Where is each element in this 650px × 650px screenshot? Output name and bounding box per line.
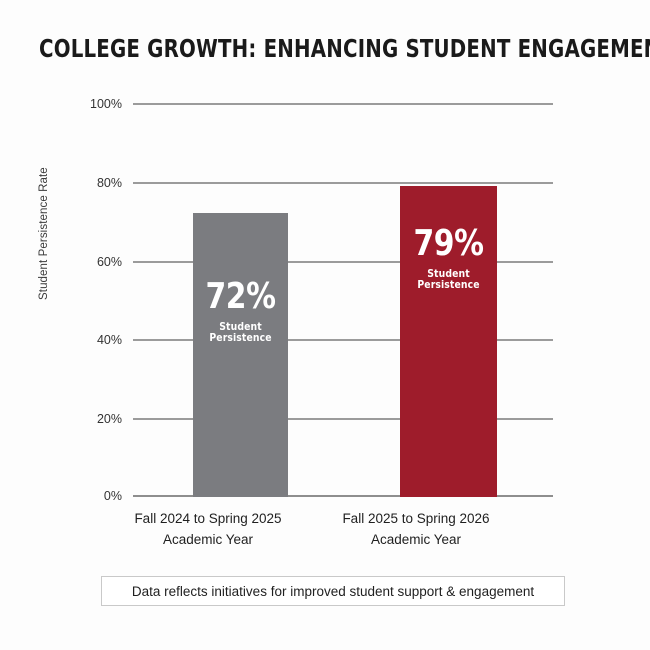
y-tick-label-40: 40% [96, 333, 122, 348]
bar-fall-2024-spring-2025[interactable]: 72% Student Persistence [193, 213, 288, 497]
x-category-label-1: Fall 2024 to Spring 2025 Academic Year [130, 509, 286, 551]
axis-baseline [133, 495, 553, 497]
bar-sublabel: Student Persistence [417, 266, 480, 291]
x-category-line2: Academic Year [162, 531, 254, 547]
footnote-text: Data reflects initiatives for improved s… [131, 583, 535, 599]
y-tick-label-20: 20% [96, 411, 122, 426]
gridline-20 [133, 418, 553, 421]
bar-value-label: 79% [413, 222, 484, 264]
y-tick-label-60: 60% [96, 254, 122, 269]
y-tick-label-80: 80% [96, 175, 122, 190]
gridline-100 [133, 103, 553, 105]
bar-sublabel: Student Persistence [209, 320, 272, 345]
bar-label-group: 72% Student Persistence [193, 276, 288, 345]
x-category-line2: Academic Year [370, 531, 462, 547]
x-category-line1: Fall 2024 to Spring 2025 [134, 511, 282, 526]
x-category-label-2: Fall 2025 to Spring 2026 Academic Year [338, 509, 494, 551]
plot-area: 100% 80% 60% 40% 20% 0% 72% Student Pers… [90, 98, 553, 502]
x-category-line1: Fall 2025 to Spring 2026 [342, 511, 490, 526]
y-tick-label-100: 100% [90, 96, 122, 111]
bar-fall-2025-spring-2026[interactable]: 79% Student Persistence [400, 185, 497, 497]
footnote-box: Data reflects initiatives for improved s… [101, 576, 565, 606]
gridline-60 [133, 260, 553, 263]
gridline-80 [133, 181, 553, 184]
bar-label-group: 79% Student Persistence [400, 222, 497, 291]
y-axis-title: Student Persistence Rate [38, 167, 50, 300]
y-tick-label-0: 0% [103, 488, 122, 503]
chart-title: COLLEGE GROWTH: ENHANCING STUDENT ENGAGE… [39, 34, 650, 63]
gridline-40 [133, 339, 553, 342]
bar-value-label: 72% [205, 276, 276, 318]
